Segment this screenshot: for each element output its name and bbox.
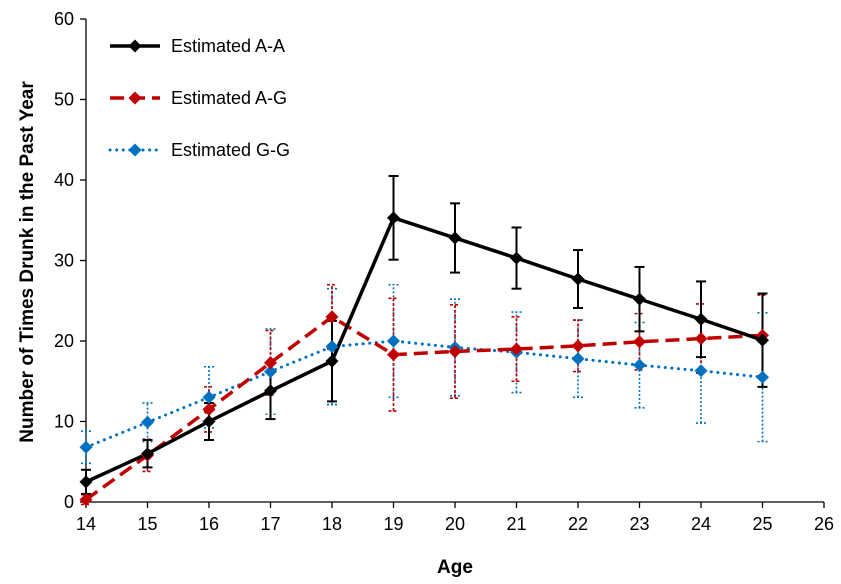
estimated-g-g-point — [79, 440, 93, 454]
estimated-a-g-point — [387, 348, 400, 362]
estimated-a-g-point — [325, 310, 339, 324]
y-tick-label: 20 — [54, 331, 74, 351]
x-tick-label: 25 — [752, 514, 772, 534]
x-tick-label: 22 — [568, 514, 588, 534]
error-bars — [81, 174, 768, 506]
x-tick-label: 17 — [260, 514, 280, 534]
estimated-a-a-point — [264, 384, 277, 398]
estimated-a-a-line — [85, 216, 764, 484]
estimated-a-g-point — [79, 493, 93, 507]
legend-item-estimated-a-g: Estimated A-G — [110, 88, 287, 108]
legend-marker — [128, 91, 142, 105]
legend-marker — [128, 39, 142, 53]
legend-label: Estimated A-G — [171, 88, 287, 108]
estimated-a-a-point — [202, 415, 216, 428]
estimated-g-g-point — [141, 415, 154, 429]
series-lines — [84, 216, 764, 502]
estimated-g-g-point — [387, 334, 400, 348]
estimated-a-a-point — [325, 354, 339, 368]
estimated-a-g-point — [510, 342, 523, 356]
x-tick-label: 14 — [76, 514, 96, 534]
estimated-a-a-point — [448, 231, 462, 245]
x-tick-label: 16 — [199, 514, 219, 534]
estimated-g-g-point — [633, 358, 646, 372]
y-tick-label: 0 — [64, 492, 74, 512]
series-markers — [79, 211, 769, 507]
estimated-a-g-point — [448, 344, 462, 358]
x-tick-label: 19 — [383, 514, 403, 534]
estimated-g-g-point — [571, 352, 585, 366]
estimated-g-g-point — [264, 365, 277, 379]
legend-marker — [128, 143, 142, 157]
estimated-a-g-point — [571, 339, 585, 353]
legend: Estimated A-A Estimated A-G Estimated G-G — [108, 36, 290, 160]
y-tick-label: 30 — [54, 251, 74, 271]
estimated-a-g-point — [264, 356, 277, 370]
estimated-a-g-line — [84, 315, 763, 502]
estimated-a-g-point — [202, 402, 216, 416]
x-tick-label: 15 — [137, 514, 157, 534]
y-axis-title: Number of Times Drunk in the Past Year — [17, 81, 38, 443]
x-tick-label: 24 — [691, 514, 711, 534]
estimated-a-a-point — [756, 333, 769, 347]
estimated-a-a-point — [694, 312, 708, 326]
estimated-a-a-point — [387, 211, 400, 225]
y-tick-label: 50 — [54, 90, 74, 110]
legend-label: Estimated A-A — [171, 36, 285, 56]
estimated-a-a-point — [571, 272, 585, 286]
legend-label: Estimated G-G — [171, 140, 290, 160]
estimated-g-g-point — [694, 364, 708, 378]
axes: 0 10 20 30 40 50 60 14 15 16 17 18 19 20 21 22 23 24 25 26 — [54, 9, 834, 534]
estimated-a-a-point — [79, 475, 93, 489]
estimated-g-g-point — [325, 340, 339, 354]
estimated-a-a-point — [510, 251, 523, 265]
estimated-a-g-point — [694, 332, 708, 346]
estimated-a-a-point — [633, 292, 646, 306]
x-tick-label: 18 — [322, 514, 342, 534]
y-tick-label: 10 — [54, 412, 74, 432]
estimated-g-g-point — [202, 390, 216, 404]
estimated-g-g-point — [756, 370, 769, 384]
estimated-a-a-point — [141, 447, 154, 461]
x-tick-label: 23 — [629, 514, 649, 534]
x-axis-title: Age — [437, 557, 473, 578]
legend-item-estimated-g-g: Estimated G-G — [108, 140, 290, 160]
x-tick-label: 20 — [445, 514, 465, 534]
y-tick-label: 40 — [54, 170, 74, 190]
y-tick-label: 60 — [54, 9, 74, 29]
x-tick-label: 26 — [814, 514, 834, 534]
x-tick-label: 21 — [506, 514, 526, 534]
estimated-a-g-point — [633, 335, 646, 349]
legend-item-estimated-a-a: Estimated A-A — [110, 36, 285, 56]
